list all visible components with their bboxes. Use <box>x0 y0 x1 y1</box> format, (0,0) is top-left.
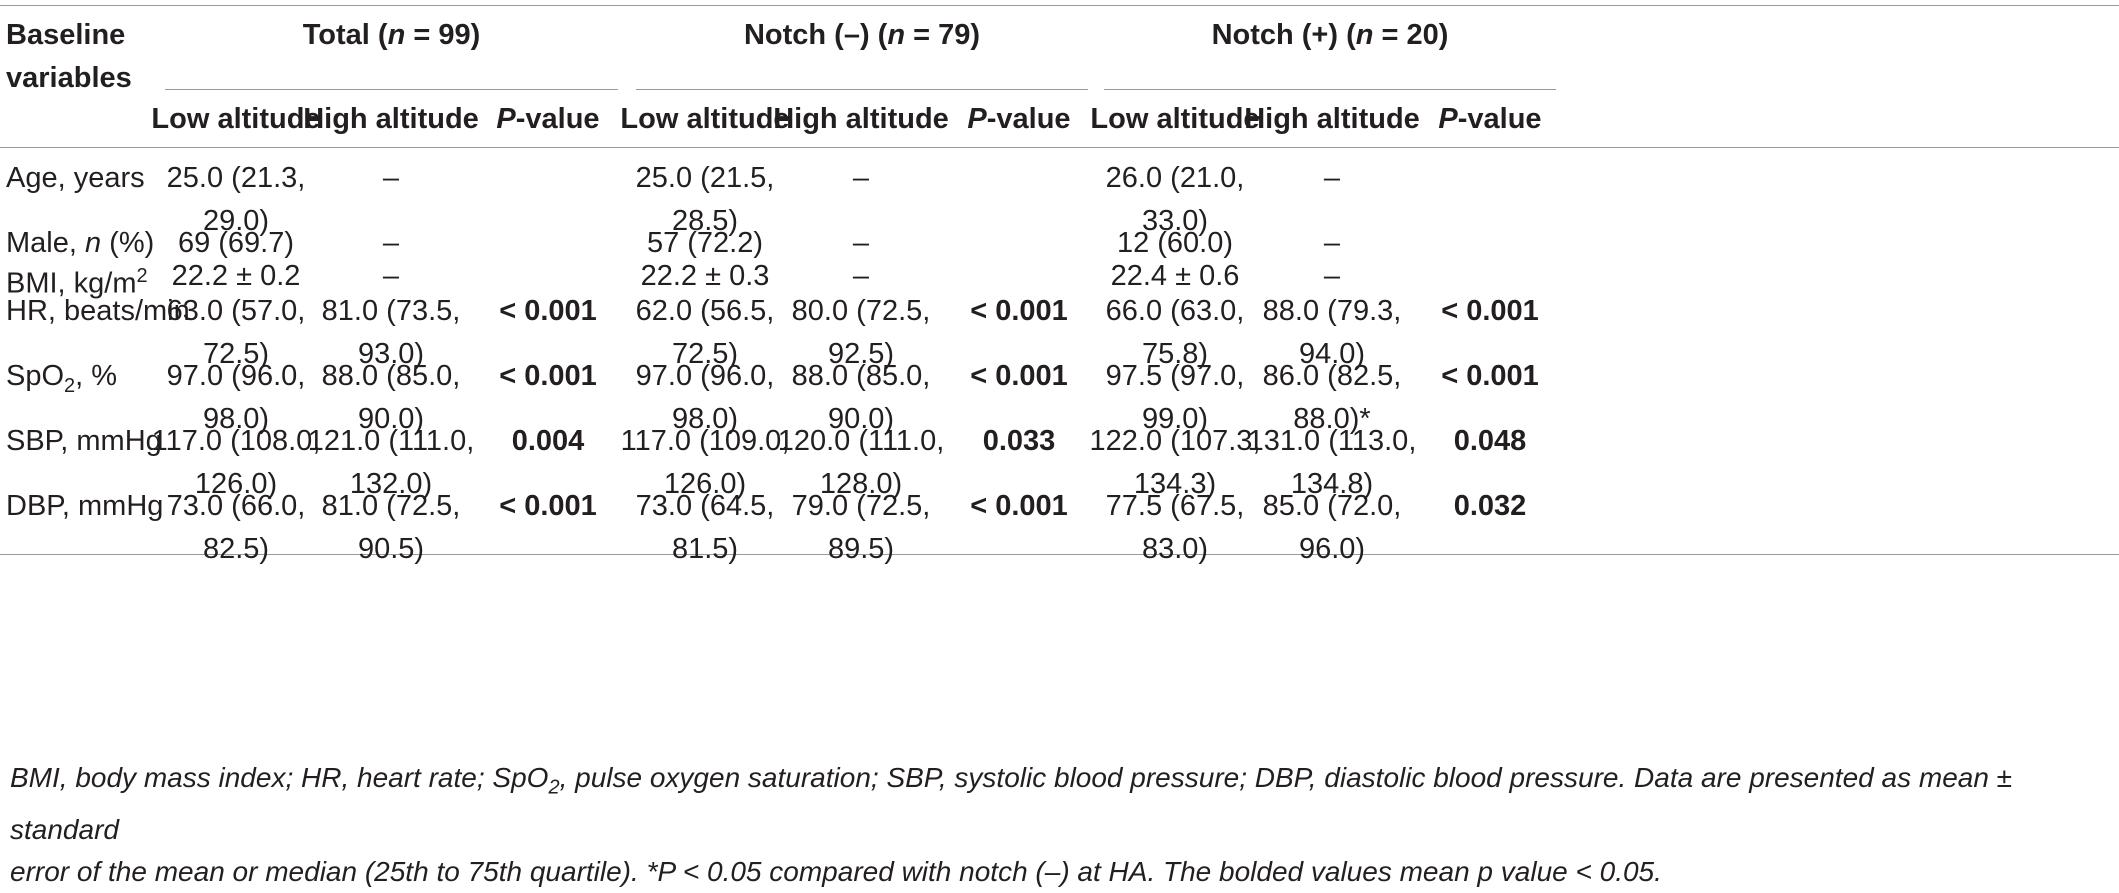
subheader-p-value: P-value <box>1438 103 1542 135</box>
row-label: Male, n (%) <box>6 227 155 259</box>
subheader-low-altitude: Low altitude <box>151 103 321 135</box>
p-value-cell: 0.048 <box>1453 425 1527 457</box>
table-cell: 117.0 (109.0, 126.0) <box>620 425 790 500</box>
table-cell: 117.0 (108.0, 126.0) <box>151 425 321 500</box>
table-cell: – <box>382 260 400 292</box>
table-cell: 69 (69.7) <box>177 227 295 259</box>
table-cell: 88.0 (85.0, 90.0) <box>321 360 461 435</box>
table-cell: 86.0 (82.5, 88.0)* <box>1262 360 1402 435</box>
table-cell: 66.0 (63.0, 75.8) <box>1105 295 1245 370</box>
subheader-high-altitude: High altitude <box>773 103 949 135</box>
group-header-total: Total (n = 99) <box>302 19 481 51</box>
table-cell: 120.0 (111.0, 128.0) <box>777 425 945 500</box>
subheader-p-value: P-value <box>967 103 1071 135</box>
group-header-notch-pos: Notch (+) (n = 20) <box>1211 19 1449 51</box>
bottom-rule <box>0 554 2119 555</box>
table-cell: 25.0 (21.5, 28.5) <box>635 162 775 237</box>
subheader-low-altitude: Low altitude <box>1090 103 1260 135</box>
group-header-notch-neg: Notch (–) (n = 79) <box>743 19 981 51</box>
row-label: BMI, kg/m2 <box>6 265 148 300</box>
p-value-cell: < 0.001 <box>499 295 597 327</box>
p-value-cell: < 0.001 <box>970 360 1068 392</box>
table-cell: – <box>1323 162 1341 194</box>
table-cell: 22.2 ± 0.3 <box>640 260 770 292</box>
table-cell: 81.0 (73.5, 93.0) <box>321 295 461 370</box>
row-label: DBP, mmHg <box>6 490 164 522</box>
table-cell: 22.2 ± 0.2 <box>171 260 301 292</box>
p-value-cell: 0.033 <box>982 425 1056 457</box>
table-cell: 12 (60.0) <box>1116 227 1234 259</box>
table-cell: 81.0 (72.5, 90.5) <box>321 490 461 565</box>
p-value-cell: < 0.001 <box>970 490 1068 522</box>
table-cell: 97.0 (96.0, 98.0) <box>166 360 306 435</box>
p-value-cell: < 0.001 <box>499 490 597 522</box>
table-cell: – <box>852 162 870 194</box>
table-cell: 131.0 (113.0, 134.8) <box>1247 425 1417 500</box>
header-rule <box>0 147 2119 148</box>
p-value-cell: 0.004 <box>511 425 585 457</box>
group-rule-notch-pos <box>1104 89 1556 90</box>
subheader-p-value: P-value <box>496 103 600 135</box>
table-cell: – <box>1323 227 1341 259</box>
table-cell: 88.0 (85.0, 90.0) <box>791 360 931 435</box>
table-cell: 97.5 (97.0, 99.0) <box>1105 360 1245 435</box>
table-cell: – <box>382 162 400 194</box>
p-value-cell: < 0.001 <box>1441 360 1539 392</box>
table-footnote: BMI, body mass index; HR, heart rate; Sp… <box>10 762 2013 887</box>
table-cell: – <box>1323 260 1341 292</box>
table-cell: 77.5 (67.5, 83.0) <box>1105 490 1245 565</box>
p-value-cell: < 0.001 <box>499 360 597 392</box>
table-cell: – <box>852 260 870 292</box>
header-baseline-line1: Baseline <box>6 19 126 51</box>
table-cell: 88.0 (79.3, 94.0) <box>1262 295 1402 370</box>
table-cell: 73.0 (66.0, 82.5) <box>166 490 306 565</box>
table-cell: 57 (72.2) <box>646 227 764 259</box>
subheader-high-altitude: High altitude <box>1244 103 1420 135</box>
table-cell: 25.0 (21.3, 29.0) <box>166 162 306 237</box>
header-baseline-line2: variables <box>6 62 132 94</box>
p-value-cell: 0.032 <box>1453 490 1527 522</box>
row-label: HR, beats/min <box>6 295 190 327</box>
table-cell: 85.0 (72.0, 96.0) <box>1262 490 1402 565</box>
table-cell: – <box>852 227 870 259</box>
p-value-cell: < 0.001 <box>970 295 1068 327</box>
table-cell: 79.0 (72.5, 89.5) <box>791 490 931 565</box>
subheader-high-altitude: High altitude <box>303 103 479 135</box>
p-value-cell: < 0.001 <box>1441 295 1539 327</box>
table-cell: – <box>382 227 400 259</box>
table-cell: 80.0 (72.5, 92.5) <box>791 295 931 370</box>
top-rule <box>0 5 2119 6</box>
table-cell: 26.0 (21.0, 33.0) <box>1105 162 1245 237</box>
table-cell: 121.0 (111.0, 132.0) <box>307 425 475 500</box>
row-label: SpO2, % <box>6 360 118 397</box>
table-cell: 97.0 (96.0, 98.0) <box>635 360 775 435</box>
row-label: Age, years <box>6 162 145 194</box>
subheader-low-altitude: Low altitude <box>620 103 790 135</box>
group-rule-total <box>165 89 618 90</box>
row-label: SBP, mmHg <box>6 425 162 457</box>
group-rule-notch-neg <box>636 89 1088 90</box>
table-cell: 22.4 ± 0.6 <box>1110 260 1240 292</box>
header-baseline: Baseline variables <box>6 14 132 100</box>
table-cell: 73.0 (64.5, 81.5) <box>635 490 775 565</box>
table-cell: 63.0 (57.0, 72.5) <box>166 295 306 370</box>
table-cell: 62.0 (56.5, 72.5) <box>635 295 775 370</box>
table-cell: 122.0 (107.3, 134.3) <box>1089 425 1261 500</box>
